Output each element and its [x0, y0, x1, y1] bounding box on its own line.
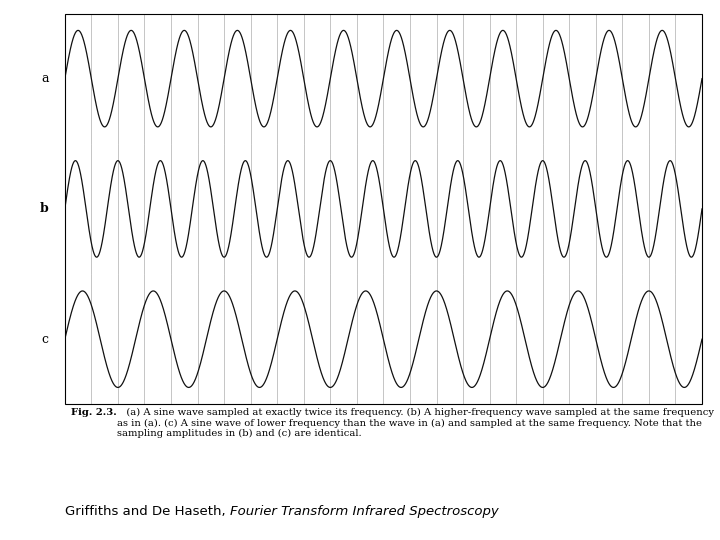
Text: a: a — [41, 72, 49, 85]
Text: b: b — [40, 202, 49, 215]
Text: Fig. 2.3.: Fig. 2.3. — [71, 408, 117, 417]
Text: Griffiths and De Haseth,: Griffiths and De Haseth, — [65, 505, 230, 518]
Text: Fourier Transform Infrared Spectroscopy: Fourier Transform Infrared Spectroscopy — [230, 505, 498, 518]
Text: (a) A sine wave sampled at exactly twice its frequency. (b) A higher-frequency w: (a) A sine wave sampled at exactly twice… — [117, 408, 714, 438]
Text: c: c — [42, 333, 49, 346]
